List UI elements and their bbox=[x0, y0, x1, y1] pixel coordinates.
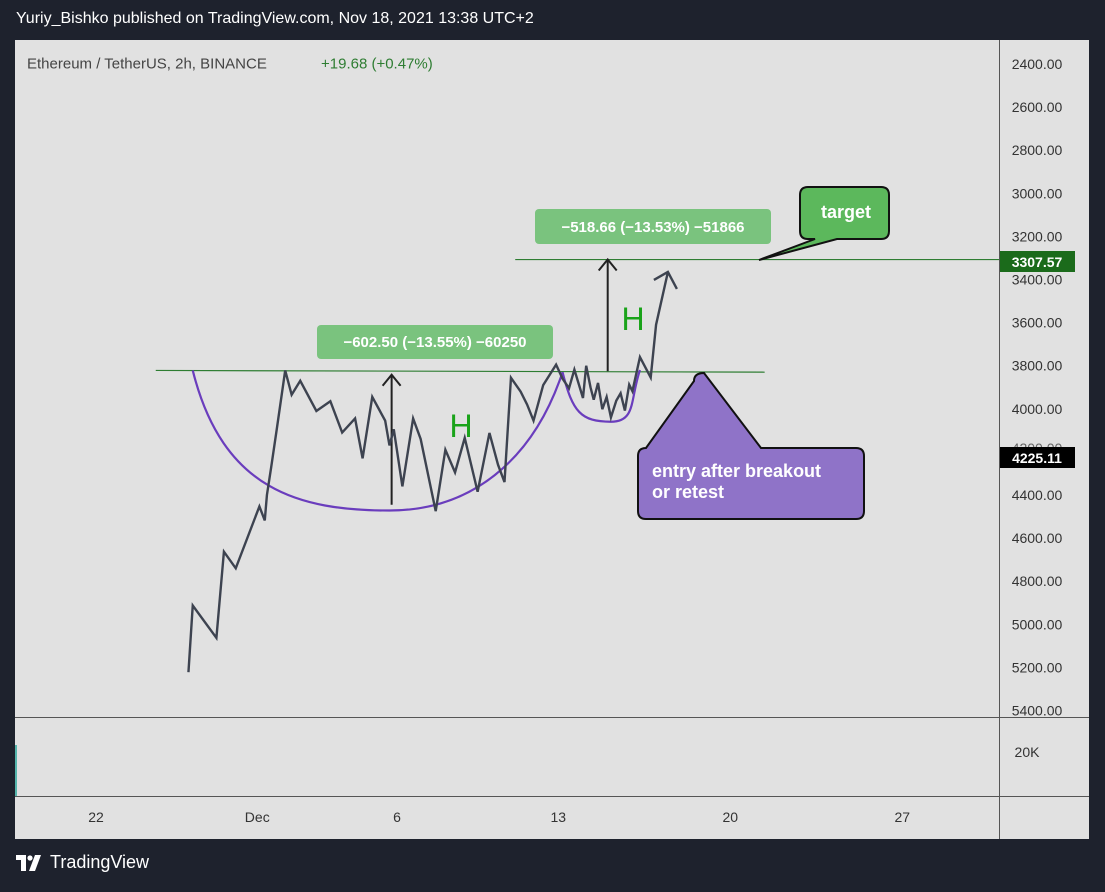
symbol-change: +19.68 (+0.47%) bbox=[321, 56, 433, 73]
y-tick-label: 4600.00 bbox=[1012, 530, 1063, 546]
tradingview-logo-icon bbox=[16, 854, 41, 871]
x-tick-label: 22 bbox=[88, 809, 104, 825]
entry-callout[interactable] bbox=[637, 371, 865, 520]
measure-arrow-head bbox=[381, 373, 402, 387]
x-tick-label: 6 bbox=[393, 809, 401, 825]
y-tick-label: 3400.00 bbox=[1012, 272, 1063, 288]
handle-curve bbox=[561, 369, 641, 423]
y-tick-label: 5000.00 bbox=[1012, 616, 1063, 632]
y-tick-label: 2600.00 bbox=[1012, 99, 1063, 115]
y-tick-label: 5200.00 bbox=[1012, 659, 1063, 675]
time-axis[interactable]: 22 Dec 6 13 20 27 bbox=[88, 809, 910, 825]
h-label-handle: H bbox=[621, 301, 644, 337]
price-axis[interactable]: 2400.00 2600.00 2800.00 3000.00 3200.00 3400.… bbox=[1012, 56, 1063, 719]
y-tick-label: 3200.00 bbox=[1012, 228, 1063, 244]
measure-label-cup: −602.50 (−13.55%) −60250 bbox=[343, 334, 526, 351]
measure-arrow-head bbox=[597, 257, 618, 272]
y-tick-label: 5400.00 bbox=[1012, 703, 1063, 719]
projection-arrow-head bbox=[653, 270, 678, 290]
publisher-line: Yuriy_Bishko published on TradingView.co… bbox=[16, 10, 534, 27]
volume-axis-label: 20K bbox=[1015, 744, 1041, 760]
y-tick-label: 3800.00 bbox=[1012, 358, 1063, 374]
h-label-cup: H bbox=[449, 408, 472, 444]
price-line bbox=[187, 271, 670, 673]
x-tick-label: Dec bbox=[245, 809, 270, 825]
target-callout[interactable] bbox=[758, 186, 890, 261]
y-tick-label: 4800.00 bbox=[1012, 573, 1063, 589]
tradingview-brand-name: TradingView bbox=[50, 852, 150, 872]
target-callout-label: target bbox=[821, 202, 871, 222]
y-tick-label: 3600.00 bbox=[1012, 315, 1063, 331]
price-series-layer bbox=[187, 270, 678, 673]
current-price-tag bbox=[1000, 447, 1075, 468]
y-tick-label: 2800.00 bbox=[1012, 142, 1063, 158]
y-tick-label: 2400.00 bbox=[1012, 56, 1063, 72]
chart-frame[interactable]: 2400.00 2600.00 2800.00 3000.00 3200.00 3400.… bbox=[15, 40, 1089, 839]
symbol-name: Ethereum / TetherUS, 2h, BINANCE bbox=[27, 56, 267, 73]
x-tick-label: 13 bbox=[550, 809, 566, 825]
cup-curve bbox=[191, 370, 564, 512]
y-tick-label: 4400.00 bbox=[1012, 487, 1063, 503]
resistance-line bbox=[155, 369, 765, 373]
x-tick-label: 27 bbox=[894, 809, 910, 825]
measure-box-cup[interactable] bbox=[317, 325, 553, 359]
measure-label-handle: −518.66 (−13.53%) −51866 bbox=[561, 219, 744, 236]
price-chart[interactable]: 2400.00 2600.00 2800.00 3000.00 3200.00 3400.… bbox=[15, 40, 1089, 839]
target-price-label: 3307.57 bbox=[1012, 254, 1063, 270]
target-price-tag bbox=[1000, 251, 1075, 272]
current-price-label: 4225.11 bbox=[1012, 450, 1062, 466]
entry-callout-label: entry after breakout or retest bbox=[652, 461, 826, 502]
measure-box-handle[interactable] bbox=[535, 209, 771, 244]
y-tick-label: 4000.00 bbox=[1012, 401, 1063, 417]
x-tick-label: 20 bbox=[722, 809, 738, 825]
footer-brand[interactable]: TradingView bbox=[16, 852, 149, 873]
y-tick-label: 3000.00 bbox=[1012, 185, 1063, 201]
